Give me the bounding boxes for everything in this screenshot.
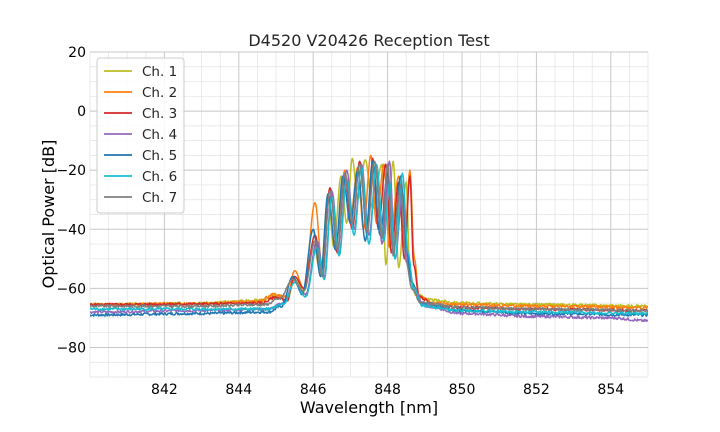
y-tick-label: −80 bbox=[56, 340, 86, 356]
series-line-4 bbox=[90, 160, 648, 323]
legend-label: Ch. 5 bbox=[142, 148, 177, 164]
series-line-6 bbox=[90, 163, 648, 316]
x-axis-ticks: 842 844 846 848 850 852 854 bbox=[151, 382, 624, 398]
legend-label: Ch. 4 bbox=[142, 127, 177, 143]
series-line-7 bbox=[90, 160, 648, 313]
series-layer bbox=[90, 154, 648, 323]
legend: Ch. 1 Ch. 2 Ch. 3 Ch. 4 Ch. 5 Ch. 6 Ch. 7 bbox=[96, 57, 185, 214]
x-tick-label: 842 bbox=[151, 382, 178, 398]
x-tick-label: 852 bbox=[523, 382, 550, 398]
minor-gridlines bbox=[89, 52, 649, 378]
legend-label: Ch. 3 bbox=[142, 106, 177, 122]
y-tick-label: 20 bbox=[68, 45, 86, 61]
x-tick-label: 844 bbox=[225, 382, 252, 398]
chart-title: D4520 V20426 Reception Test bbox=[248, 31, 489, 50]
series-line-5 bbox=[90, 160, 648, 318]
y-tick-label: −60 bbox=[56, 281, 86, 297]
x-tick-label: 846 bbox=[300, 382, 327, 398]
y-axis-ticks: −80 −60 −40 −20 0 20 bbox=[56, 45, 86, 356]
legend-frame bbox=[96, 57, 185, 214]
legend-label: Ch. 2 bbox=[142, 85, 177, 101]
y-axis-label: Optical Power [dB] bbox=[39, 140, 58, 289]
y-tick-label: −20 bbox=[56, 163, 86, 179]
legend-label: Ch. 1 bbox=[142, 64, 177, 80]
x-tick-label: 854 bbox=[597, 382, 624, 398]
y-tick-label: 0 bbox=[77, 104, 86, 120]
x-tick-label: 848 bbox=[374, 382, 401, 398]
legend-label: Ch. 6 bbox=[142, 169, 177, 185]
x-tick-label: 850 bbox=[449, 382, 476, 398]
y-tick-label: −40 bbox=[56, 222, 86, 238]
legend-label: Ch. 7 bbox=[142, 190, 177, 206]
x-axis-label: Wavelength [nm] bbox=[300, 398, 438, 417]
